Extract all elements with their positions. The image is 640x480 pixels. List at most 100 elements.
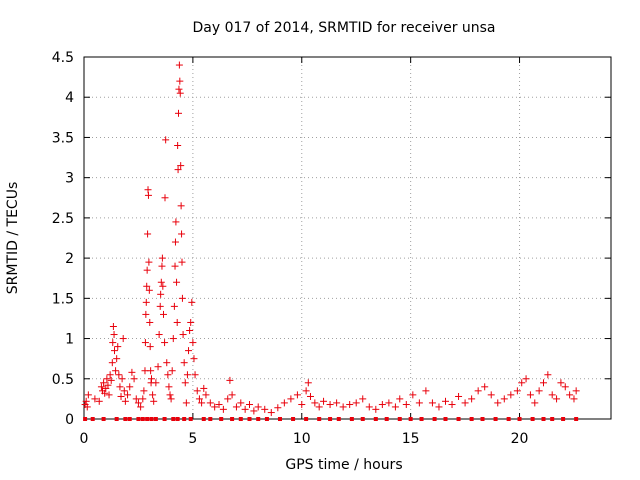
data-point [359,395,367,403]
data-point [142,310,150,318]
data-point [167,395,175,403]
data-point [173,318,181,326]
zero-point [101,417,106,421]
y-axis-label: SRMTID / TECUs [5,182,21,295]
data-point [166,391,174,399]
data-point [113,355,121,363]
data-point [154,363,162,371]
data-point [226,376,234,384]
zero-point [384,417,389,421]
data-point [539,379,547,387]
data-point [130,375,138,383]
data-point [378,401,386,409]
data-point [261,405,269,413]
data-point [158,262,166,270]
data-point [280,399,288,407]
data-point [548,391,556,399]
data-point [107,376,115,384]
data-point [176,89,184,97]
data-point [140,387,148,395]
data-point [172,218,180,226]
data-point [435,403,443,411]
data-point [145,258,153,266]
data-point [105,391,113,399]
y-tick-label: 1 [65,332,74,348]
y-tick-label: 3.5 [52,130,74,146]
data-point [118,375,126,383]
data-point [112,367,120,375]
data-point [250,407,258,415]
data-point [448,401,456,409]
y-tick-label: 1.5 [52,291,74,307]
data-point [175,109,183,117]
data-point [126,383,134,391]
data-point [147,367,155,375]
data-point [142,298,150,306]
data-point [114,343,122,351]
zero-point [328,417,333,421]
data-point [544,371,552,379]
data-point [267,409,275,417]
data-point [572,387,580,395]
data-point [409,391,417,399]
data-point [119,335,127,343]
data-point [553,395,561,403]
data-point [428,399,436,407]
data-point [83,403,91,411]
data-point [115,371,123,379]
data-point [179,331,187,339]
data-point [526,391,534,399]
data-point [162,136,170,144]
data-point [190,355,198,363]
x-tick-label: 0 [80,431,89,447]
data-point [293,391,301,399]
data-point [186,327,194,335]
data-point [174,141,182,149]
data-point [185,347,193,355]
data-point [287,395,295,403]
data-point [455,392,463,400]
data-point [311,399,319,407]
zero-point [264,417,269,421]
data-point [178,230,186,238]
data-point [152,379,160,387]
data-point [195,395,203,403]
data-point [535,387,543,395]
data-point [109,322,117,330]
data-point [396,395,404,403]
data-point [561,383,569,391]
data-point [169,335,177,343]
zero-point [238,417,243,421]
data-point [246,401,254,409]
data-point [237,399,245,407]
y-tick-label: 3 [65,171,74,187]
data-point [461,399,469,407]
y-axis: 0 0.5 1 1.5 2 2.5 3 3.5 4 4.5 [52,50,611,428]
data-point [177,162,185,170]
chart-title: Day 017 of 2014, SRMTID for receiver uns… [192,20,495,36]
zero-point [456,417,461,421]
zero-point [443,417,448,421]
data-point [109,339,117,347]
data-point [106,371,114,379]
y-tick-label: 4.5 [52,50,74,66]
zero-point [506,417,511,421]
zero-point [360,417,365,421]
zero-point [171,417,176,421]
zero-point [561,417,566,421]
data-point [333,399,341,407]
data-point [143,266,151,274]
zero-point [397,417,402,421]
data-point [232,403,240,411]
data-point [188,298,196,306]
x-tick-label: 10 [293,431,311,447]
data-point [193,387,201,395]
data-point [171,238,179,246]
zero-point [550,417,555,421]
data-point [150,397,158,405]
data-point [481,383,489,391]
data-point [200,384,208,392]
data-point [522,375,530,383]
data-point [143,282,151,290]
data-point [557,379,565,387]
